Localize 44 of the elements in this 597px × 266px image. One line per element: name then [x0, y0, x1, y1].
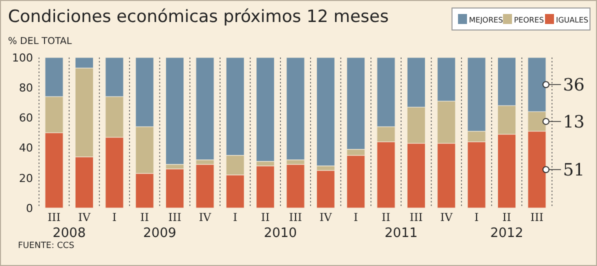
text: 2012 — [490, 226, 524, 241]
x-tick-label: I — [354, 211, 358, 224]
x-tick-label: IV — [198, 211, 212, 224]
bar — [196, 164, 214, 208]
x-tick-label: IV — [440, 211, 454, 224]
x-tick-label: III — [168, 211, 182, 224]
bar — [286, 164, 305, 208]
text: 2010 — [264, 226, 297, 241]
x-tick-label: IV — [320, 211, 333, 224]
text: 2009 — [143, 226, 176, 241]
y-axis-title: % DEL TOTAL — [8, 36, 73, 47]
x-tick-label: III — [410, 211, 423, 224]
bar — [286, 57, 305, 160]
x-tick-label: II — [502, 211, 512, 224]
y-tick-label: 0 — [26, 202, 33, 215]
x-tick-label: I — [474, 211, 479, 224]
chart-title: Condiciones económicas próximos 12 meses — [8, 7, 389, 27]
x-tick-label: III — [288, 211, 302, 224]
source-note: FUENTE: CCS — [18, 241, 74, 251]
x-tick-label: II — [140, 211, 149, 224]
bar — [316, 57, 336, 166]
data-label: 51 — [562, 160, 585, 181]
x-tick-label: I — [112, 211, 117, 224]
x-tick-label: II — [260, 211, 270, 224]
x-tick-label: III — [48, 211, 61, 224]
y-tick-label: 80 — [19, 81, 33, 94]
data-label: 13 — [562, 112, 585, 132]
text: 2008 — [52, 226, 86, 241]
y-tick-label: 40 — [19, 142, 33, 155]
y-tick-label: 20 — [19, 172, 33, 185]
bar — [316, 170, 336, 208]
y-tick-label: 60 — [19, 112, 33, 125]
x-tick-label: III — [530, 211, 544, 224]
x-tick-label: IV — [78, 211, 92, 224]
data-label: 36 — [562, 76, 585, 96]
bar — [256, 166, 275, 208]
x-tick-label: II — [382, 211, 390, 224]
bar — [165, 168, 184, 208]
x-tick-label: I — [232, 211, 238, 224]
y-tick-label: 100 — [12, 51, 33, 64]
text: 2011 — [384, 226, 418, 241]
bar — [256, 57, 275, 162]
bar — [196, 57, 214, 160]
bar — [165, 57, 184, 165]
